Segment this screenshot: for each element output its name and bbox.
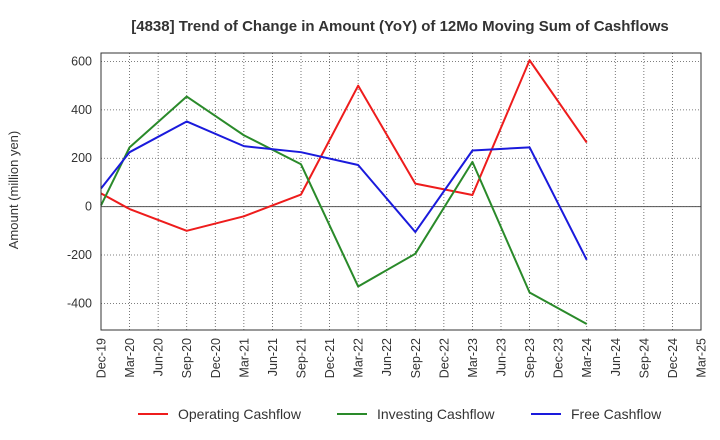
x-tick-label: Dec-24 (666, 338, 680, 378)
legend-label: Operating Cashflow (178, 406, 302, 422)
x-tick-label: Mar-21 (237, 338, 251, 378)
x-tick-label: Jun-22 (380, 338, 394, 376)
x-tick-label: Mar-25 (695, 338, 709, 378)
x-tick-label: Dec-19 (95, 338, 109, 378)
y-tick-label: 400 (71, 103, 92, 117)
y-tick-label: 0 (85, 200, 92, 214)
x-tick-label: Dec-21 (323, 338, 337, 378)
chart-title: [4838] Trend of Change in Amount (YoY) o… (131, 18, 669, 35)
x-tick-label: Sep-23 (523, 338, 537, 378)
x-tick-label: Sep-20 (180, 338, 194, 378)
y-tick-label: 600 (71, 54, 92, 68)
x-tick-label: Dec-20 (209, 338, 223, 378)
series-line-operating-cashflow (100, 59, 588, 232)
y-tick-label: -200 (67, 248, 92, 262)
series-line-free-cashflow (100, 120, 588, 261)
grid-lines (100, 53, 702, 330)
x-tick-label: Mar-24 (580, 338, 594, 378)
series-lines (100, 59, 588, 325)
x-tick-label: Sep-24 (637, 338, 651, 378)
x-tick-label: Jun-23 (495, 338, 509, 376)
x-tick-label: Jun-24 (609, 338, 623, 376)
x-tick-label: Sep-21 (295, 338, 309, 378)
y-tick-labels: -400 -200 0 200 400 600 (67, 54, 92, 310)
x-tick-label: Jun-21 (266, 338, 280, 376)
y-tick-label: 200 (71, 151, 92, 165)
series-line-investing-cashflow (100, 95, 588, 325)
x-tick-label: Dec-22 (437, 338, 451, 378)
x-tick-label: Mar-23 (466, 338, 480, 378)
x-tick-labels: Dec-19 Mar-20 Jun-20 Sep-20 Dec-20 Mar-21 Jun-… (95, 338, 709, 378)
legend: Operating Cashflow Investing Cashflow Free… (138, 406, 662, 422)
x-tick-label: Sep-22 (409, 338, 423, 378)
x-tick-label: Mar-20 (123, 338, 137, 378)
x-tick-label: Dec-23 (552, 338, 566, 378)
y-tick-label: -400 (67, 296, 92, 310)
x-tick-label: Jun-20 (152, 338, 166, 376)
y-axis-label: Amount (million yen) (6, 131, 21, 250)
legend-label: Free Cashflow (571, 406, 662, 422)
x-tick-label: Mar-22 (352, 338, 366, 378)
plot-frame (100, 52, 702, 331)
legend-label: Investing Cashflow (377, 406, 495, 422)
